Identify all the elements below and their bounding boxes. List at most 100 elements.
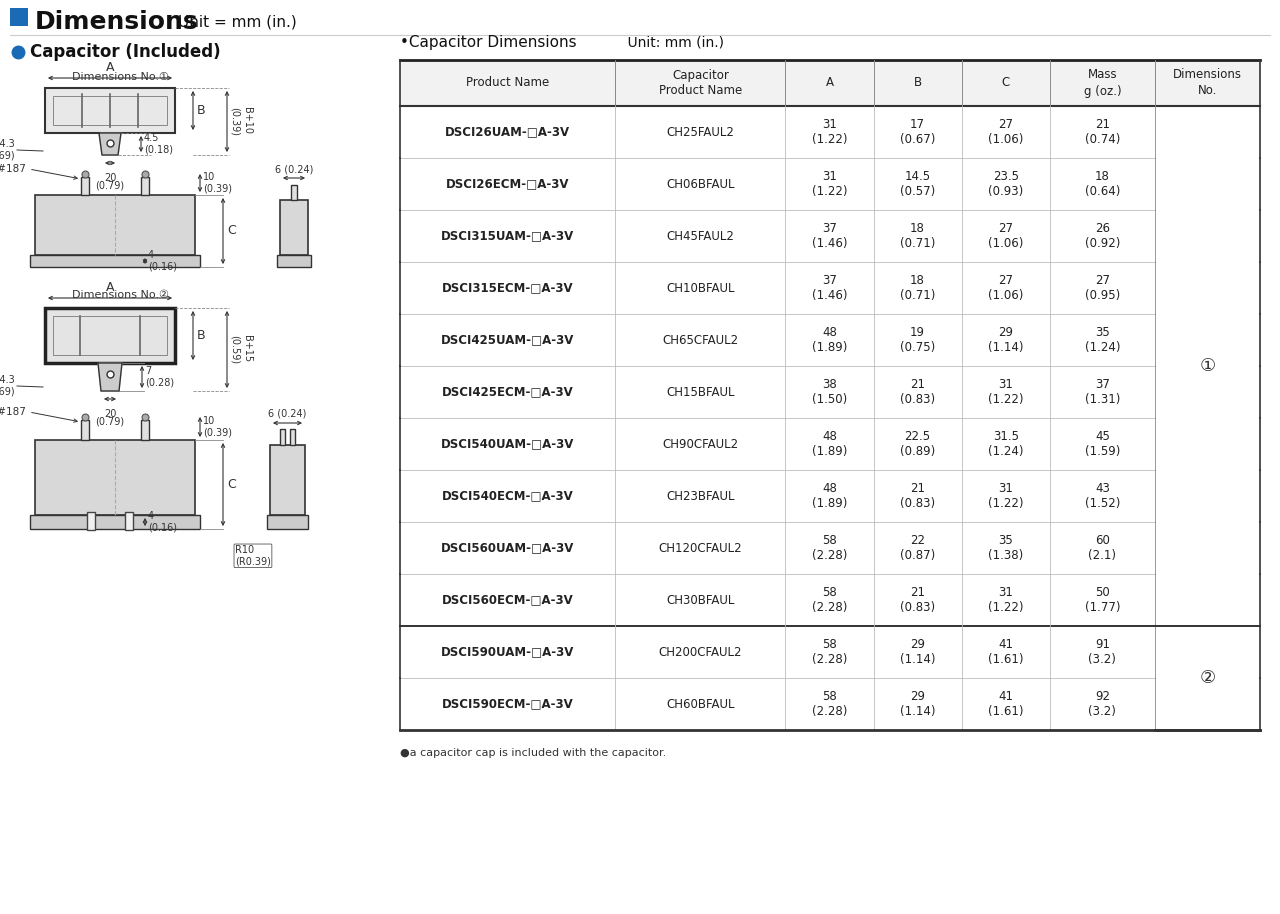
Bar [399, 418, 1260, 470]
Text: 31
(1.22): 31 (1.22) [988, 586, 1024, 614]
Text: CH10BFAUL: CH10BFAUL [666, 282, 735, 294]
Text: 31
(1.22): 31 (1.22) [812, 118, 847, 146]
Text: 60
(2.1): 60 (2.1) [1088, 534, 1116, 562]
Text: CH30BFAUL: CH30BFAUL [666, 593, 735, 607]
Bar [399, 262, 1260, 314]
Text: 22
(0.87): 22 (0.87) [900, 534, 936, 562]
Text: 21
(0.83): 21 (0.83) [900, 377, 936, 407]
Text: ●a capacitor cap is included with the capacitor.: ●a capacitor cap is included with the ca… [399, 748, 667, 758]
Bar [141, 177, 148, 195]
Text: B: B [197, 104, 206, 117]
Text: 48
(1.89): 48 (1.89) [812, 325, 847, 355]
Text: DSCI26UAM-□A-3V: DSCI26UAM-□A-3V [445, 125, 570, 139]
Bar [280, 200, 308, 255]
Text: 27
(1.06): 27 (1.06) [988, 273, 1024, 303]
Text: 31
(1.22): 31 (1.22) [812, 169, 847, 198]
Bar [45, 88, 175, 133]
Bar [87, 512, 95, 530]
Text: 4
(0.16): 4 (0.16) [148, 511, 177, 533]
Text: 58
(2.28): 58 (2.28) [812, 586, 847, 614]
Text: 35
(1.24): 35 (1.24) [1084, 325, 1120, 355]
Text: 37
(1.46): 37 (1.46) [812, 221, 847, 250]
Text: 18
(0.64): 18 (0.64) [1084, 169, 1120, 198]
Text: CH45FAUL2: CH45FAUL2 [667, 229, 735, 242]
Text: 21
(0.83): 21 (0.83) [900, 482, 936, 511]
Text: 10
(0.39): 10 (0.39) [204, 172, 232, 194]
Text: 31
(1.22): 31 (1.22) [988, 482, 1024, 511]
Bar [399, 470, 1260, 522]
Text: B: B [914, 77, 922, 90]
Text: 10
(0.39): 10 (0.39) [204, 416, 232, 438]
Text: 29
(1.14): 29 (1.14) [900, 689, 936, 718]
Text: 4
(0.16): 4 (0.16) [148, 250, 177, 271]
Text: CH23BFAUL: CH23BFAUL [666, 490, 735, 503]
Text: 35
(1.38): 35 (1.38) [988, 534, 1023, 562]
Text: 50
(1.77): 50 (1.77) [1084, 586, 1120, 614]
Text: 18
(0.71): 18 (0.71) [900, 273, 936, 303]
Text: AMP#187: AMP#187 [0, 407, 27, 417]
Bar [52, 96, 166, 125]
Text: C: C [1001, 77, 1010, 90]
Bar [29, 255, 200, 267]
Text: A: A [106, 281, 114, 294]
Text: 20: 20 [104, 173, 116, 183]
Bar [280, 429, 285, 445]
Text: Dimensions No.②: Dimensions No.② [72, 290, 169, 300]
Text: 92
(3.2): 92 (3.2) [1088, 689, 1116, 718]
Bar [399, 626, 1260, 678]
Text: 41
(1.61): 41 (1.61) [988, 689, 1024, 718]
Text: 17
(0.67): 17 (0.67) [900, 118, 936, 146]
Text: 58
(2.28): 58 (2.28) [812, 534, 847, 562]
Text: CH25FAUL2: CH25FAUL2 [667, 125, 735, 139]
Text: R10
(R0.39): R10 (R0.39) [236, 545, 271, 567]
Bar [52, 316, 166, 355]
Text: Product Name: Product Name [466, 77, 549, 90]
Text: 23.5
(0.93): 23.5 (0.93) [988, 169, 1023, 198]
Text: 20: 20 [104, 409, 116, 419]
Text: 29
(1.14): 29 (1.14) [900, 637, 936, 666]
Text: ①: ① [1199, 357, 1216, 375]
Text: Dimensions
No.: Dimensions No. [1172, 69, 1242, 98]
Text: 27
(1.06): 27 (1.06) [988, 118, 1024, 146]
Bar [81, 177, 90, 195]
Text: 37
(1.31): 37 (1.31) [1084, 377, 1120, 407]
Text: 6 (0.24): 6 (0.24) [275, 164, 314, 174]
Text: DSCI315UAM-□A-3V: DSCI315UAM-□A-3V [442, 229, 575, 242]
Bar [276, 255, 311, 267]
Text: 31.5
(1.24): 31.5 (1.24) [988, 430, 1024, 459]
Text: (0.79): (0.79) [96, 181, 124, 191]
Text: Dimensions: Dimensions [35, 10, 198, 34]
Bar [45, 308, 175, 363]
Text: 7
(0.28): 7 (0.28) [145, 367, 174, 388]
Text: CH60BFAUL: CH60BFAUL [666, 697, 735, 710]
Bar [81, 420, 90, 440]
Text: 31
(1.22): 31 (1.22) [988, 377, 1024, 407]
Text: Dimensions No.①: Dimensions No.① [72, 72, 169, 82]
Bar [399, 366, 1260, 418]
Bar [35, 195, 195, 255]
Text: 45
(1.59): 45 (1.59) [1084, 430, 1120, 459]
Text: 38
(1.50): 38 (1.50) [812, 377, 847, 407]
Text: CH65CFAUL2: CH65CFAUL2 [662, 334, 739, 346]
Text: DSCI560UAM-□A-3V: DSCI560UAM-□A-3V [440, 541, 575, 555]
Text: 26
(0.92): 26 (0.92) [1084, 221, 1120, 250]
Text: 48
(1.89): 48 (1.89) [812, 482, 847, 511]
Text: DSCI540UAM-□A-3V: DSCI540UAM-□A-3V [440, 438, 575, 451]
Text: A: A [826, 77, 833, 90]
Bar [29, 515, 200, 529]
Polygon shape [99, 133, 122, 155]
Text: (0.79): (0.79) [96, 417, 124, 427]
Text: 43
(1.52): 43 (1.52) [1084, 482, 1120, 511]
Text: 58
(2.28): 58 (2.28) [812, 637, 847, 666]
Bar [399, 60, 1260, 106]
Text: 21
(0.74): 21 (0.74) [1084, 118, 1120, 146]
Text: CH120CFAUL2: CH120CFAUL2 [658, 541, 742, 555]
Text: DSCI560ECM-□A-3V: DSCI560ECM-□A-3V [442, 593, 573, 607]
Bar [141, 420, 148, 440]
Bar [291, 429, 294, 445]
Bar [125, 512, 133, 530]
Text: φ4.3
(φ0.169): φ4.3 (φ0.169) [0, 376, 15, 397]
Text: 58
(2.28): 58 (2.28) [812, 689, 847, 718]
Bar [399, 158, 1260, 210]
Text: φ4.3
(φ0.169): φ4.3 (φ0.169) [0, 139, 15, 161]
